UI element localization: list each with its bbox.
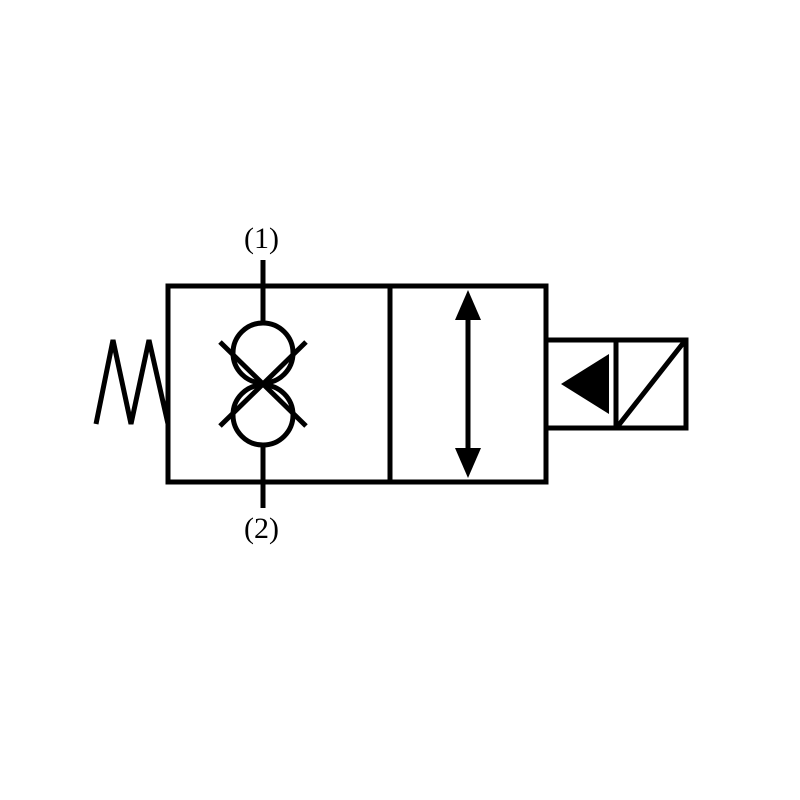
check-circle-lower bbox=[233, 385, 293, 445]
spring-return-icon bbox=[96, 340, 168, 424]
port-1-label: (1) bbox=[244, 222, 279, 256]
check-circle-upper bbox=[233, 323, 293, 383]
valve-schematic: (1) (2) bbox=[0, 0, 800, 800]
valve-body bbox=[168, 286, 546, 482]
port-2-label: (2) bbox=[244, 512, 279, 546]
flow-arrowhead-down bbox=[455, 448, 481, 478]
schematic-svg bbox=[0, 0, 800, 800]
solenoid-triangle-icon bbox=[561, 354, 609, 414]
flow-arrowhead-up bbox=[455, 290, 481, 320]
solenoid-diagonal bbox=[618, 342, 684, 426]
